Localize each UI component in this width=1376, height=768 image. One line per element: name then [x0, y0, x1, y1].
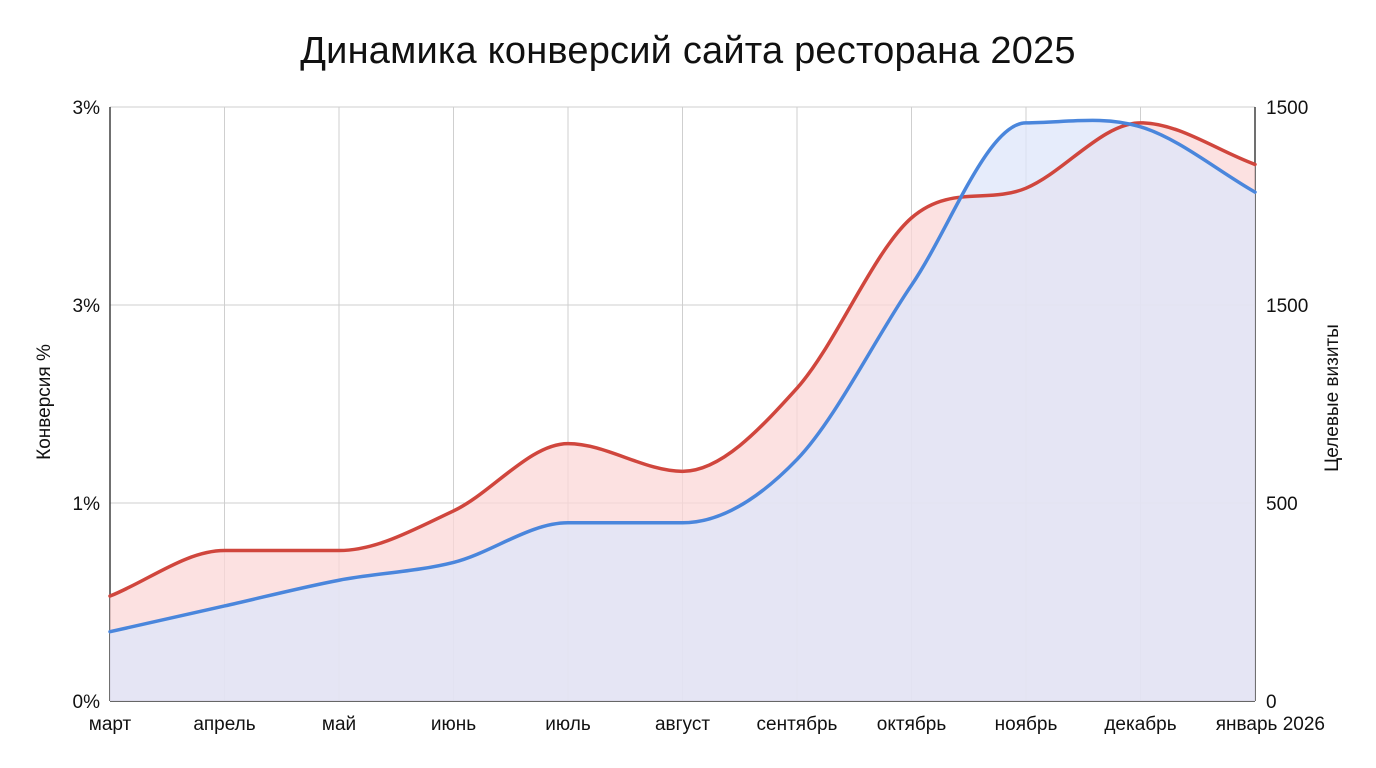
x-tick-label: апрель: [193, 714, 255, 735]
tick-labels: март апрель май июнь июль август сентябрь октяб…: [73, 98, 1325, 735]
y-left-tick-label: 0%: [73, 692, 101, 713]
chart-title: Динамика конверсий сайта ресторана 2025: [300, 30, 1076, 72]
y-left-tick-label: 3%: [73, 98, 101, 119]
x-tick-label: ноябрь: [995, 714, 1058, 735]
series-line-right: [108, 118, 1257, 634]
y-left-tick-label: 3%: [73, 296, 101, 317]
x-tick-label: июнь: [431, 714, 476, 735]
x-tick-label: декабрь: [1104, 714, 1176, 735]
series-area-right: [110, 120, 1255, 701]
y-right-tick-label: 1500: [1266, 98, 1308, 119]
x-tick-label: июль: [545, 714, 591, 735]
y-right-tick-label: 0: [1266, 692, 1277, 713]
x-tick-label: октябрь: [877, 714, 947, 735]
x-tick-label: август: [655, 714, 710, 735]
series-line-left: [108, 121, 1257, 598]
series-areas: [110, 120, 1255, 702]
x-tick-label: январь 2026: [1216, 714, 1325, 735]
series-lines: [108, 118, 1257, 634]
x-tick-label: май: [322, 714, 356, 735]
y-right-tick-label: 500: [1266, 494, 1298, 515]
y-axis-right-label: Целевые визиты: [1322, 324, 1343, 472]
x-tick-label: сентябрь: [757, 714, 838, 735]
y-left-tick-label: 1%: [73, 494, 101, 515]
x-tick-label: март: [89, 714, 132, 735]
y-axis-left-label: Конверсия %: [34, 344, 55, 460]
y-right-tick-label: 1500: [1266, 296, 1308, 317]
